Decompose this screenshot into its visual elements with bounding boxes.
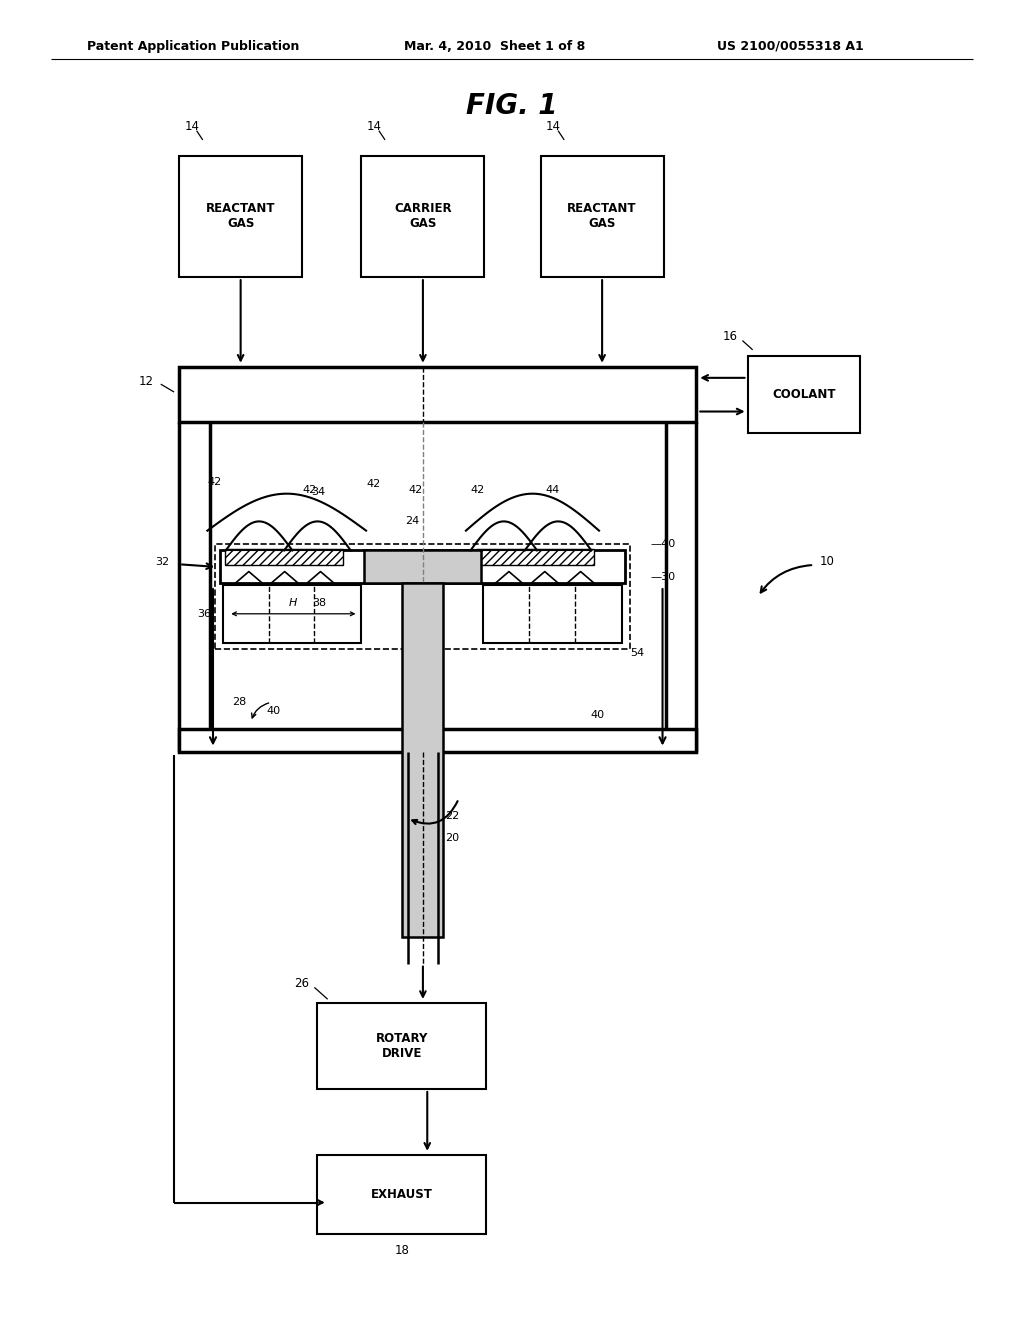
Text: 10: 10 xyxy=(819,554,835,568)
Bar xyxy=(179,156,302,277)
Text: EXHAUST: EXHAUST xyxy=(371,1188,433,1201)
Bar xyxy=(402,583,443,937)
Text: 42: 42 xyxy=(470,484,484,495)
Text: 14: 14 xyxy=(184,120,200,133)
Text: FIG. 1: FIG. 1 xyxy=(466,91,558,120)
Text: 40: 40 xyxy=(590,710,604,721)
Text: 44: 44 xyxy=(546,484,560,495)
Text: 14: 14 xyxy=(367,120,382,133)
Bar xyxy=(179,729,696,752)
Text: —40: —40 xyxy=(650,539,676,549)
Text: 34: 34 xyxy=(311,487,326,498)
Bar xyxy=(179,367,696,422)
Text: 38: 38 xyxy=(312,598,326,609)
Text: Patent Application Publication: Patent Application Publication xyxy=(87,40,299,53)
Text: 54: 54 xyxy=(630,648,644,659)
Bar xyxy=(182,371,693,418)
Bar xyxy=(361,156,484,277)
Text: 14: 14 xyxy=(546,120,561,133)
Text: 26: 26 xyxy=(294,977,309,990)
Text: Mar. 4, 2010  Sheet 1 of 8: Mar. 4, 2010 Sheet 1 of 8 xyxy=(404,40,586,53)
Text: 28: 28 xyxy=(232,697,247,708)
Text: 22: 22 xyxy=(445,810,460,821)
Text: COOLANT: COOLANT xyxy=(772,388,836,401)
Text: 24: 24 xyxy=(406,516,419,527)
Bar xyxy=(317,1155,486,1234)
Text: 12: 12 xyxy=(138,375,154,388)
Text: REACTANT
GAS: REACTANT GAS xyxy=(567,202,637,231)
Text: 40: 40 xyxy=(266,706,281,717)
Text: 20: 20 xyxy=(445,833,460,843)
Bar xyxy=(541,156,664,277)
Text: 36: 36 xyxy=(197,609,211,619)
Bar xyxy=(476,549,594,565)
Text: 42: 42 xyxy=(409,484,423,495)
Bar xyxy=(317,1003,486,1089)
Text: 32: 32 xyxy=(155,557,169,566)
Text: 18: 18 xyxy=(394,1243,410,1257)
Text: REACTANT
GAS: REACTANT GAS xyxy=(206,202,275,231)
Bar xyxy=(364,550,481,583)
Bar xyxy=(215,544,630,649)
Text: US 2100/0055318 A1: US 2100/0055318 A1 xyxy=(717,40,863,53)
Text: H: H xyxy=(289,598,298,609)
Text: CARRIER
GAS: CARRIER GAS xyxy=(394,202,452,231)
Text: —30: —30 xyxy=(650,572,676,582)
Bar xyxy=(225,549,343,565)
Text: 42: 42 xyxy=(208,477,222,487)
Bar xyxy=(220,550,625,583)
Text: 42: 42 xyxy=(367,479,381,490)
Text: ROTARY
DRIVE: ROTARY DRIVE xyxy=(376,1032,428,1060)
Text: 16: 16 xyxy=(722,330,737,343)
Bar xyxy=(223,585,361,643)
Bar xyxy=(483,585,622,643)
Bar xyxy=(748,356,860,433)
Text: 42: 42 xyxy=(302,484,316,495)
